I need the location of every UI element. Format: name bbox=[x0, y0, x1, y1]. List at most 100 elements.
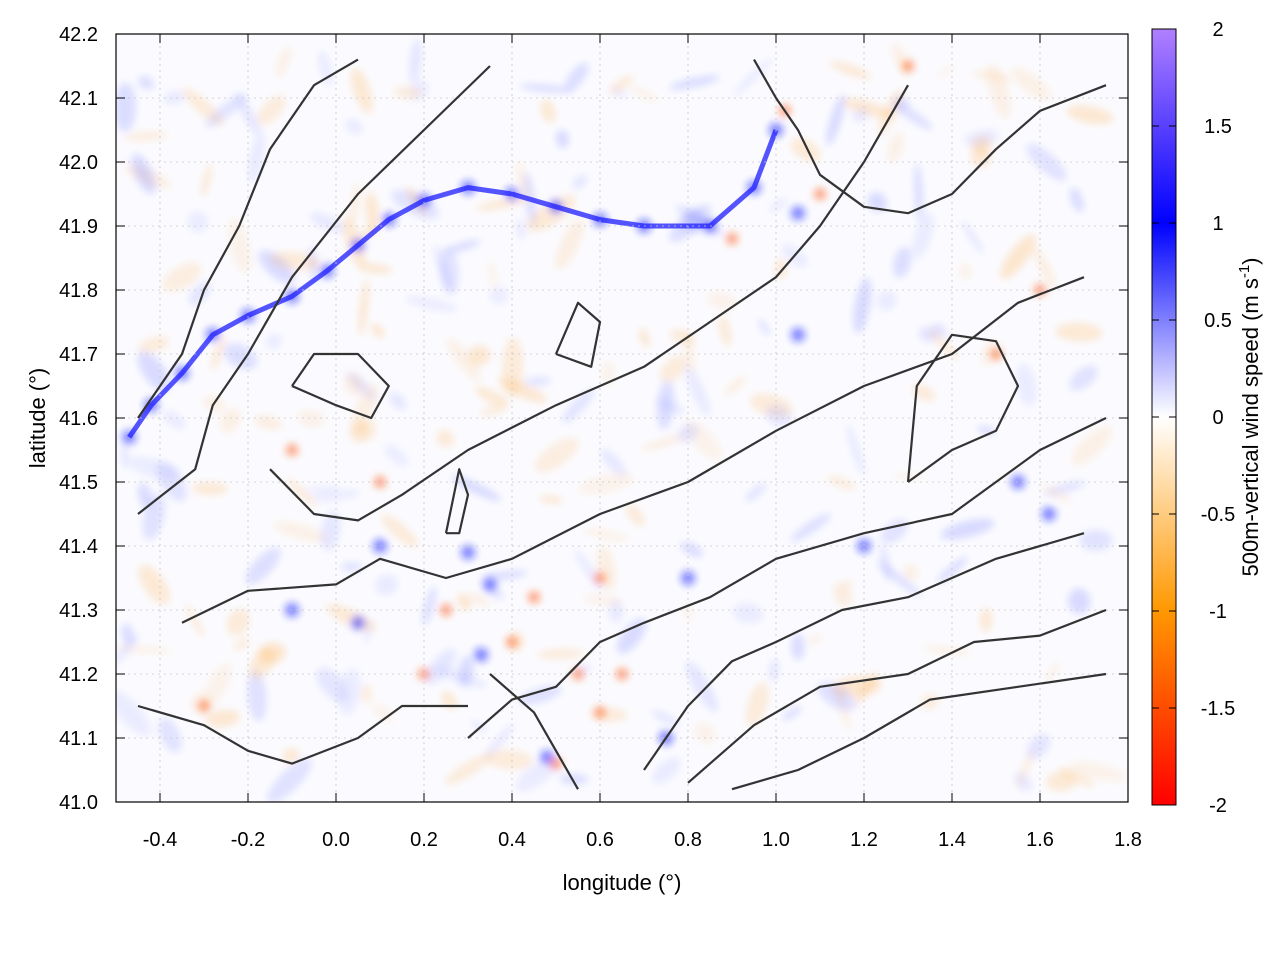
x-ticks: -0.4 -0.2 0.0 0.2 0.4 0.6 0.8 1.0 1.2 1.4 1.6 1.8 bbox=[143, 34, 1142, 851]
heat-texture-blob bbox=[128, 456, 181, 480]
heat-texture-blob bbox=[694, 721, 716, 745]
y-tick-label: 41.7 bbox=[59, 344, 98, 366]
heat-texture-blob bbox=[940, 518, 995, 540]
heat-texture-blob bbox=[718, 315, 732, 347]
heat-texture-blob bbox=[474, 386, 509, 407]
heat-texture-blob bbox=[887, 131, 905, 164]
heat-texture-blob bbox=[389, 392, 407, 411]
heat-texture-blob bbox=[732, 56, 774, 98]
heat-texture-blob bbox=[559, 774, 589, 785]
downdraft-point bbox=[814, 188, 826, 200]
x-tick-label: -0.4 bbox=[143, 829, 177, 851]
heat-texture-blob bbox=[1069, 365, 1098, 391]
heat-texture-blob bbox=[249, 648, 276, 679]
y-tick-label: 42.2 bbox=[59, 24, 98, 46]
heat-texture-blob bbox=[480, 403, 508, 417]
heat-texture-blob bbox=[421, 585, 437, 626]
heat-texture-blob bbox=[350, 419, 370, 443]
heat-texture-blob bbox=[265, 333, 283, 350]
heat-texture-blob bbox=[350, 67, 373, 114]
x-tick-label: 0.4 bbox=[498, 829, 526, 851]
heat-texture-blob bbox=[444, 754, 492, 785]
heat-texture-blob bbox=[578, 473, 635, 495]
x-tick-label: 1.0 bbox=[762, 829, 790, 851]
heat-texture-blob bbox=[758, 318, 770, 336]
terrain-contour bbox=[291, 352, 390, 420]
colorbar-tick-label: 1 bbox=[1212, 213, 1223, 235]
heat-texture-blob bbox=[305, 486, 340, 494]
heat-texture-blob bbox=[724, 375, 747, 396]
heat-texture-blob bbox=[831, 580, 854, 593]
updraft-point bbox=[461, 545, 475, 560]
colorbar-tick-label: -0.5 bbox=[1201, 504, 1235, 526]
heat-texture-blob bbox=[345, 118, 364, 135]
downdraft-point bbox=[550, 757, 562, 770]
terrain-contour bbox=[687, 608, 1107, 784]
heat-texture-blob bbox=[765, 405, 792, 426]
x-tick-label: 0.8 bbox=[674, 829, 702, 851]
heat-texture-blob bbox=[1016, 363, 1037, 407]
heat-texture-blob bbox=[519, 84, 573, 93]
heat-texture-blob bbox=[732, 602, 764, 624]
heat-texture-blob bbox=[488, 259, 498, 291]
heat-texture-blob bbox=[527, 195, 576, 232]
colorbar-tick-label: 2 bbox=[1212, 19, 1223, 41]
heat-texture-blob bbox=[564, 62, 589, 92]
heat-texture-blob bbox=[282, 747, 300, 764]
terrain-contour bbox=[137, 65, 491, 515]
heat-texture-blob bbox=[1066, 105, 1114, 125]
y-tick-label: 41.0 bbox=[59, 792, 98, 814]
heat-texture-blob bbox=[373, 704, 393, 723]
heat-texture-blob bbox=[668, 75, 721, 90]
downdraft-point bbox=[286, 444, 298, 456]
heat-texture-blob bbox=[631, 87, 660, 103]
heat-texture-blob bbox=[912, 211, 934, 259]
heat-texture-blob bbox=[745, 682, 769, 727]
heat-texture-blob bbox=[158, 717, 182, 753]
heat-texture-blob bbox=[1055, 322, 1103, 342]
heat-texture-blob bbox=[1000, 234, 1036, 280]
heat-texture-blob bbox=[458, 655, 474, 687]
heat-texture-blob bbox=[806, 633, 823, 646]
y-tick-label: 41.2 bbox=[59, 664, 98, 686]
heat-texture-blob bbox=[285, 478, 318, 507]
heat-texture-blob bbox=[123, 131, 169, 142]
heat-texture-blob bbox=[1011, 67, 1051, 101]
heat-texture-blob bbox=[640, 434, 687, 451]
heat-texture-blob bbox=[227, 217, 252, 274]
colorbar: 2 1.5 1 0.5 0 -0.5 -1 -1.5 -2 500m-vertical wind… bbox=[1151, 19, 1263, 817]
heat-texture-blob bbox=[971, 70, 1012, 82]
heat-texture-blob bbox=[970, 147, 992, 168]
heat-texture-blob bbox=[834, 588, 854, 607]
heat-texture-blob bbox=[892, 101, 933, 130]
downdraft-point bbox=[726, 232, 738, 245]
updraft-point bbox=[791, 327, 805, 342]
heat-texture-blob bbox=[248, 132, 265, 183]
heat-texture-blob bbox=[781, 706, 802, 721]
terrain-contour bbox=[467, 417, 1107, 739]
heat-texture-blob bbox=[768, 197, 788, 213]
heat-texture-blob bbox=[137, 75, 155, 90]
heat-texture-blob bbox=[163, 90, 185, 105]
heat-texture-blob bbox=[1032, 246, 1057, 290]
heat-texture-blob bbox=[137, 351, 170, 392]
heat-texture-blob bbox=[502, 337, 524, 398]
heat-texture-blob bbox=[116, 634, 140, 666]
heat-texture-blob bbox=[361, 684, 372, 704]
heat-texture-blob bbox=[409, 38, 422, 85]
heat-texture-blob bbox=[880, 544, 891, 582]
contour-layer bbox=[137, 58, 1107, 791]
heat-texture-blob bbox=[457, 593, 472, 611]
heat-texture-blob bbox=[469, 593, 491, 607]
heat-texture-blob bbox=[1027, 733, 1051, 759]
heat-texture-blob bbox=[191, 482, 229, 495]
heat-texture-blob bbox=[470, 720, 488, 733]
heat-texture-blob bbox=[444, 240, 481, 253]
heat-texture-blob bbox=[911, 384, 936, 402]
heat-texture-blob bbox=[436, 429, 455, 448]
heat-texture-blob bbox=[375, 574, 398, 596]
heat-texture-blob bbox=[928, 328, 959, 361]
heat-texture-blob bbox=[827, 475, 856, 490]
x-tick-label: 0.0 bbox=[322, 829, 350, 851]
terrain-contour bbox=[753, 59, 1107, 215]
